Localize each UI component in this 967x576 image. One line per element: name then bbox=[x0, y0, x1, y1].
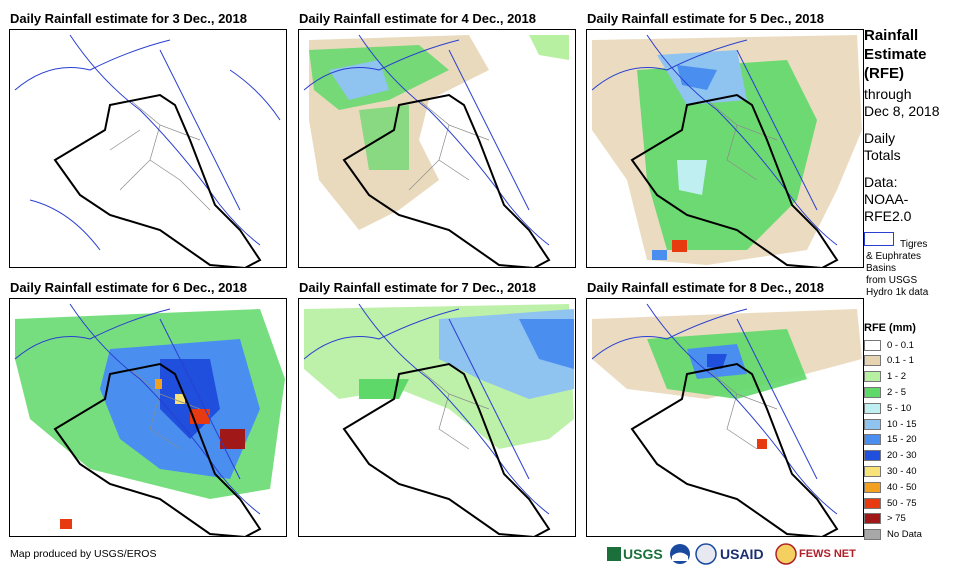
sidebar-data-src1: NOAA- bbox=[864, 191, 909, 207]
noaa-logo bbox=[669, 543, 691, 565]
panel-title-4dec: Daily Rainfall estimate for 4 Dec., 2018 bbox=[299, 11, 536, 26]
usaid-logo: USAID bbox=[720, 546, 764, 562]
sidebar-data-label: Data: bbox=[864, 174, 898, 190]
basin-line1: Tigres bbox=[900, 239, 928, 250]
legend-title: RFE (mm) bbox=[864, 322, 916, 334]
legend-swatch bbox=[864, 529, 881, 541]
legend-swatch bbox=[864, 434, 881, 446]
legend-label: 2 - 5 bbox=[887, 386, 907, 398]
map-4dec bbox=[298, 29, 576, 268]
legend-label: 15 - 20 bbox=[887, 434, 917, 446]
rainfall-fill bbox=[592, 309, 862, 449]
legend-item: 20 - 30 bbox=[864, 449, 917, 463]
usgs-logo-mark bbox=[607, 547, 621, 561]
legend-swatch bbox=[864, 371, 881, 383]
panel-title-5dec: Daily Rainfall estimate for 5 Dec., 2018 bbox=[587, 11, 824, 26]
legend-item: > 75 bbox=[864, 512, 906, 526]
sidebar-title-line2: Estimate bbox=[864, 46, 927, 63]
panel-title-8dec: Daily Rainfall estimate for 8 Dec., 2018 bbox=[587, 280, 824, 295]
legend-label: 50 - 75 bbox=[887, 497, 917, 509]
map-3dec bbox=[9, 29, 287, 268]
legend-label: 40 - 50 bbox=[887, 481, 917, 493]
legend-label: 0.1 - 1 bbox=[887, 355, 914, 367]
legend-label: 10 - 15 bbox=[887, 418, 917, 430]
sidebar-daily: Daily bbox=[864, 130, 896, 146]
map-8dec bbox=[586, 298, 864, 537]
basin-swatch bbox=[864, 232, 894, 246]
panel-title-3dec: Daily Rainfall estimate for 3 Dec., 2018 bbox=[10, 11, 247, 26]
basin-line3: Basins bbox=[866, 263, 897, 274]
rainfall-fill bbox=[15, 309, 285, 529]
legend-item: 5 - 10 bbox=[864, 401, 911, 415]
fewsnet-logo: FEWS NET bbox=[775, 543, 856, 565]
panel-title-6dec: Daily Rainfall estimate for 6 Dec., 2018 bbox=[10, 280, 247, 295]
legend-item: 0.1 - 1 bbox=[864, 354, 914, 368]
sidebar-title-line3: (RFE) bbox=[864, 65, 904, 82]
basin-line4: from USGS bbox=[866, 275, 918, 286]
basin-line5: Hydro 1k data bbox=[866, 287, 929, 298]
rainfall-fill bbox=[309, 35, 569, 230]
sidebar-date: Dec 8, 2018 bbox=[864, 103, 940, 119]
legend-item: 1 - 2 bbox=[864, 370, 906, 384]
country-border bbox=[53, 93, 262, 267]
map-7dec bbox=[298, 298, 576, 537]
sidebar-totals: Totals bbox=[864, 147, 901, 163]
legend-item: 0 - 0.1 bbox=[864, 338, 914, 352]
legend-label: 1 - 2 bbox=[887, 371, 907, 383]
legend-item: 50 - 75 bbox=[864, 496, 917, 510]
dhs-logo bbox=[695, 543, 717, 565]
legend-item: 30 - 40 bbox=[864, 464, 917, 478]
usgs-logo: USGS bbox=[607, 543, 663, 565]
legend-swatch bbox=[864, 418, 881, 430]
legend-item: 2 - 5 bbox=[864, 385, 906, 399]
sidebar-data-src2: RFE2.0 bbox=[864, 208, 912, 224]
legend-label: > 75 bbox=[887, 513, 906, 525]
legend-item: No Data bbox=[864, 528, 922, 542]
sidebar-title-line1: Rainfall bbox=[864, 27, 919, 44]
legend-label: 30 - 40 bbox=[887, 465, 917, 477]
legend-label: 20 - 30 bbox=[887, 450, 917, 462]
legend-swatch bbox=[864, 513, 881, 525]
legend-swatch bbox=[864, 386, 881, 398]
legend-item: 15 - 20 bbox=[864, 433, 917, 447]
rainfall-fill bbox=[304, 304, 574, 449]
sidebar-through: through bbox=[864, 86, 912, 102]
river-lines bbox=[14, 34, 281, 251]
legend-swatch bbox=[864, 481, 881, 493]
map-5dec bbox=[586, 29, 864, 268]
legend-item: 40 - 50 bbox=[864, 480, 917, 494]
map-6dec bbox=[9, 298, 287, 537]
legend-label: 0 - 0.1 bbox=[887, 339, 914, 351]
legend-swatch bbox=[864, 355, 881, 367]
legend-item: 10 - 15 bbox=[864, 417, 917, 431]
legend-label: 5 - 10 bbox=[887, 402, 912, 414]
legend-swatch bbox=[864, 450, 881, 462]
legend-label: No Data bbox=[887, 529, 922, 541]
footer-credit: Map produced by USGS/EROS bbox=[10, 548, 157, 560]
legend-swatch bbox=[864, 339, 881, 351]
panel-title-7dec: Daily Rainfall estimate for 7 Dec., 2018 bbox=[299, 280, 536, 295]
legend-swatch bbox=[864, 497, 881, 509]
admin-boundaries bbox=[109, 99, 211, 211]
basin-line2: & Euphrates bbox=[866, 251, 922, 262]
legend-swatch bbox=[864, 402, 881, 414]
legend-swatch bbox=[864, 465, 881, 477]
